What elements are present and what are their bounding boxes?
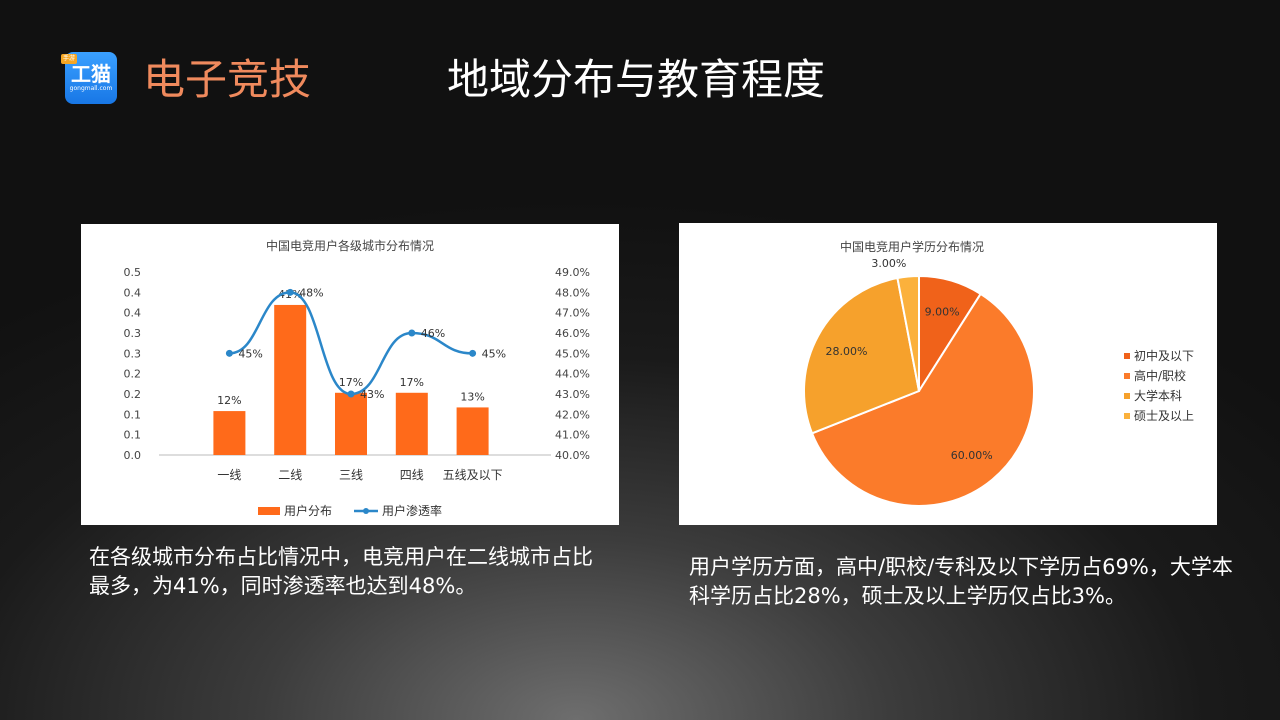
bar xyxy=(456,407,489,455)
y2-tick-label: 48.0% xyxy=(555,286,590,299)
education-panel: 中国电竞用户学历分布情况 9.00% 60.00% 28.00% 3.00% 初中及以下高… xyxy=(679,223,1217,525)
y-tick-label: 0.4 xyxy=(124,286,142,299)
bar-data-label: 17% xyxy=(339,376,363,389)
y2-tick-label: 43.0% xyxy=(555,388,590,401)
line-data-label: 46% xyxy=(421,327,445,340)
legend-bar-swatch xyxy=(258,507,280,515)
x-tick-label: 三线 xyxy=(339,468,363,482)
city-distribution-panel: 中国电竞用户各级城市分布情况 0.0 0.1 0.1 0.2 0.2 0.3 0.3 0.4 0.… xyxy=(81,224,619,525)
right-caption: 用户学历方面，高中/职校/专科及以下学历占69%，大学本科学历占比28%，硕士及… xyxy=(689,555,1233,608)
y2-tick-label: 40.0% xyxy=(555,449,590,462)
pie-data-label: 9.00% xyxy=(925,305,960,318)
y2-tick-label: 45.0% xyxy=(555,347,590,360)
bar xyxy=(335,392,367,455)
bar xyxy=(395,392,428,455)
x-tick-label: 二线 xyxy=(278,468,302,482)
y-tick-label: 0.1 xyxy=(124,408,142,421)
x-tick-label: 一线 xyxy=(217,468,241,482)
line-data-label: 45% xyxy=(238,347,262,360)
bar-data-label: 13% xyxy=(460,390,484,403)
pie-data-label: 3.00% xyxy=(871,257,906,270)
y-tick-label: 0.1 xyxy=(124,429,142,442)
city-distribution-chart: 中国电竞用户各级城市分布情况 0.0 0.1 0.1 0.2 0.2 0.3 0.3 0.4 0.… xyxy=(124,238,590,518)
logo-text: 工猫 xyxy=(71,62,111,86)
legend-bar-label: 用户分布 xyxy=(284,503,332,518)
y2-tick-label: 41.0% xyxy=(555,429,590,442)
legend-swatch xyxy=(1124,373,1130,379)
logo-tag: 手游 xyxy=(61,54,77,64)
line-point xyxy=(286,288,294,296)
y2-tick-label: 49.0% xyxy=(555,266,590,279)
legend-line-marker xyxy=(363,508,369,514)
bar xyxy=(274,304,307,455)
x-tick-label: 四线 xyxy=(400,468,424,482)
page-title: 地域分布与教育程度 xyxy=(447,55,826,104)
pie-data-label: 28.00% xyxy=(825,345,867,358)
y-tick-label: 0.3 xyxy=(124,327,142,340)
legend-label: 高中/职校 xyxy=(1134,368,1186,383)
y-tick-label: 0.3 xyxy=(124,347,142,360)
legend-swatch xyxy=(1124,353,1130,359)
chart-title: 中国电竞用户各级城市分布情况 xyxy=(266,238,434,253)
pie-slice xyxy=(896,274,920,392)
pie-slice xyxy=(803,276,921,435)
legend-swatch xyxy=(1124,393,1130,399)
line-point xyxy=(347,390,355,398)
y-tick-label: 0.4 xyxy=(124,307,142,320)
y2-tick-label: 47.0% xyxy=(555,307,590,320)
line-data-label: 43% xyxy=(360,388,384,401)
app-logo: 手游 工猫 gongmall.com xyxy=(61,52,117,104)
legend-label: 大学本科 xyxy=(1134,388,1182,403)
bar xyxy=(213,411,246,455)
pie-data-label: 60.00% xyxy=(951,449,993,462)
left-caption: 在各级城市分布占比情况中，电竞用户在二线城市占比最多，为41%，同时渗透率也达到… xyxy=(89,545,593,598)
brand-title: 电子竞技 xyxy=(143,55,312,104)
y-tick-label: 0.0 xyxy=(124,449,142,462)
legend-line-label: 用户渗透率 xyxy=(382,503,442,518)
pie-slice xyxy=(810,292,1035,507)
line-point xyxy=(408,329,416,337)
line-point xyxy=(225,349,233,357)
logo-domain: gongmall.com xyxy=(69,85,113,92)
y-tick-label: 0.2 xyxy=(124,388,142,401)
bar-data-label: 12% xyxy=(217,394,241,407)
line-point xyxy=(469,349,477,357)
y2-tick-label: 42.0% xyxy=(555,408,590,421)
y2-tick-label: 44.0% xyxy=(555,368,590,381)
line-data-label: 48% xyxy=(299,286,323,299)
bar-data-label: 17% xyxy=(400,376,424,389)
line-data-label: 45% xyxy=(482,347,506,360)
x-tick-label: 五线及以下 xyxy=(443,468,503,482)
legend-label: 初中及以下 xyxy=(1134,348,1194,363)
y2-tick-label: 46.0% xyxy=(555,327,590,340)
y-tick-label: 0.5 xyxy=(124,266,142,279)
y-tick-label: 0.2 xyxy=(124,368,142,381)
chart-title: 中国电竞用户学历分布情况 xyxy=(840,239,984,254)
legend-swatch xyxy=(1124,413,1130,419)
legend-label: 硕士及以上 xyxy=(1134,409,1194,423)
education-pie-chart: 中国电竞用户学历分布情况 9.00% 60.00% 28.00% 3.00% 初中及以下高… xyxy=(803,239,1194,507)
